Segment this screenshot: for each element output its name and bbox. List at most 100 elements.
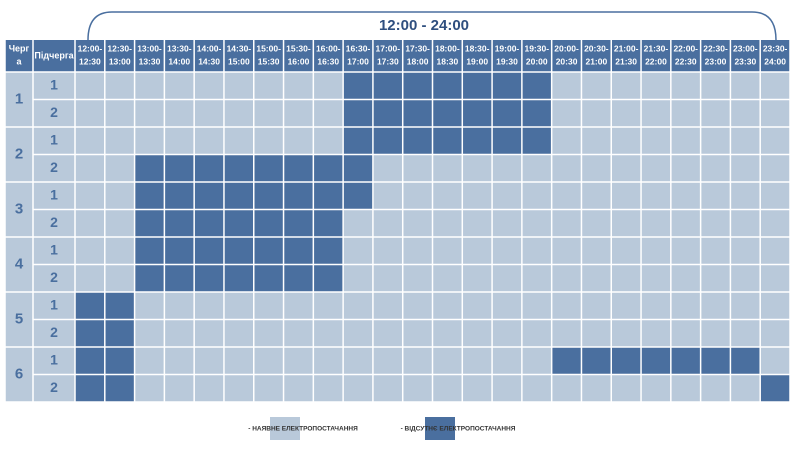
slot-cell <box>402 374 433 402</box>
slot-cell <box>194 319 224 347</box>
slot-cell <box>551 264 582 292</box>
slot-cell <box>700 347 731 375</box>
header-slot: 17:00 <box>347 56 369 66</box>
slot-cell <box>760 127 790 155</box>
slot-cell <box>194 347 224 375</box>
header-slot: 19:00 <box>466 56 488 66</box>
slot-cell <box>372 99 403 127</box>
slot-cell <box>343 154 373 182</box>
slot-cell <box>432 319 463 347</box>
slot-cell <box>700 209 731 237</box>
slot-cell <box>75 374 105 402</box>
slot-cell <box>75 292 105 320</box>
slot-cell <box>462 237 493 265</box>
header-slot: 16:00- <box>316 43 341 53</box>
slot-cell <box>551 99 582 127</box>
subqueue-label: 1 <box>50 296 58 312</box>
header-slot: 14:00- <box>197 43 222 53</box>
header-slot: 15:30- <box>286 43 311 53</box>
slot-cell <box>581 374 612 402</box>
subqueue-cell <box>33 99 75 127</box>
slot-cell <box>462 99 493 127</box>
slot-cell <box>730 209 761 237</box>
slot-cell <box>492 209 522 237</box>
slot-cell <box>700 237 731 265</box>
slot-cell <box>462 347 493 375</box>
header-queue: а <box>16 56 22 66</box>
slot-cell <box>402 209 433 237</box>
slot-cell <box>194 72 224 100</box>
header-slot: 19:00- <box>495 43 520 53</box>
queue-label: 5 <box>15 310 23 327</box>
slot-cell <box>104 237 135 265</box>
slot-cell <box>551 72 582 100</box>
slot-cell <box>641 292 671 320</box>
slot-cell <box>283 319 314 347</box>
slot-cell <box>223 127 254 155</box>
slot-cell <box>700 99 731 127</box>
slot-cell <box>581 72 612 100</box>
header-slot: 13:30- <box>167 43 192 53</box>
slot-cell <box>670 292 701 320</box>
queue-cell <box>5 127 33 182</box>
slot-cell <box>521 237 552 265</box>
slot-cell <box>194 237 224 265</box>
slot-cell <box>372 72 403 100</box>
slot-cell <box>402 99 433 127</box>
slot-cell <box>313 292 344 320</box>
header-slot: 13:00- <box>137 43 162 53</box>
slot-cell <box>760 72 790 100</box>
slot-cell <box>551 292 582 320</box>
slot-cell <box>432 209 463 237</box>
slot-cell <box>730 374 761 402</box>
header-subqueue: Підчерга <box>34 50 74 60</box>
slot-cell <box>223 319 254 347</box>
slot-cell <box>283 264 314 292</box>
subqueue-cell <box>33 292 75 320</box>
header-slot: 14:30 <box>198 56 220 66</box>
slot-cell <box>760 237 790 265</box>
slot-cell <box>75 264 105 292</box>
queue-label: 4 <box>15 255 24 272</box>
slot-cell <box>372 154 403 182</box>
slot-cell <box>104 99 135 127</box>
slot-cell <box>670 374 701 402</box>
slot-cell <box>670 127 701 155</box>
queue-label: 1 <box>15 90 23 107</box>
slot-cell <box>581 99 612 127</box>
header-slot: 14:30- <box>227 43 252 53</box>
slot-cell <box>75 319 105 347</box>
slot-cell <box>313 264 344 292</box>
queue-cell <box>5 347 33 402</box>
legend-swatch <box>270 417 300 440</box>
slot-cell <box>462 292 493 320</box>
slot-cell <box>760 209 790 237</box>
slot-cell <box>134 374 165 402</box>
subqueue-label: 2 <box>50 379 58 395</box>
slot-cell <box>670 72 701 100</box>
slot-cell <box>402 72 433 100</box>
slot-cell <box>223 292 254 320</box>
subqueue-cell <box>33 127 75 155</box>
slot-cell <box>551 182 582 210</box>
slot-cell <box>313 347 344 375</box>
slot-cell <box>611 374 642 402</box>
slot-cell <box>104 347 135 375</box>
slot-cell <box>492 127 522 155</box>
slot-cell <box>75 99 105 127</box>
subqueue-cell <box>33 347 75 375</box>
header-slot: 22:30- <box>703 43 728 53</box>
subqueue-label: 1 <box>50 76 58 92</box>
slot-cell <box>432 72 463 100</box>
header-slot: 23:00 <box>705 56 727 66</box>
slot-cell <box>313 182 344 210</box>
slot-cell <box>253 154 284 182</box>
slot-cell <box>670 99 701 127</box>
header-slot: 20:00- <box>554 43 579 53</box>
slot-cell <box>194 154 224 182</box>
slot-cell <box>313 374 344 402</box>
slot-cell <box>372 237 403 265</box>
slot-cell <box>164 154 195 182</box>
slot-cell <box>551 209 582 237</box>
slot-cell <box>730 182 761 210</box>
